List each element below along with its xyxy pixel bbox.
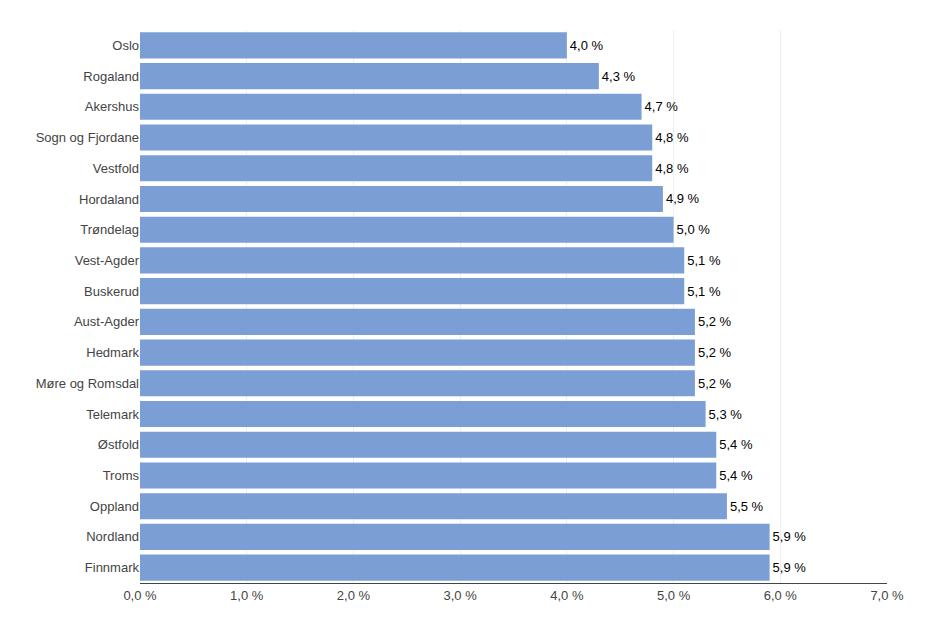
svg-text:5,2 %: 5,2 % [698,345,732,360]
svg-text:Nordland: Nordland [86,529,139,544]
svg-text:Vestfold: Vestfold [93,161,139,176]
svg-text:Hedmark: Hedmark [86,345,139,360]
svg-text:Vest-Agder: Vest-Agder [75,253,140,268]
svg-text:3,0 %: 3,0 % [444,588,478,603]
svg-text:5,4 %: 5,4 % [719,437,753,452]
svg-text:4,3 %: 4,3 % [602,69,636,84]
svg-text:Finnmark: Finnmark [85,560,140,575]
svg-text:4,8 %: 4,8 % [655,130,689,145]
svg-text:4,9 %: 4,9 % [666,191,700,206]
svg-text:4,0 %: 4,0 % [570,38,604,53]
svg-text:5,0 %: 5,0 % [657,588,691,603]
svg-text:5,2 %: 5,2 % [698,376,732,391]
svg-text:5,9 %: 5,9 % [773,529,807,544]
svg-text:4,7 %: 4,7 % [645,99,679,114]
svg-text:5,5 %: 5,5 % [730,499,764,514]
svg-text:Oppland: Oppland [90,499,139,514]
svg-text:7,0 %: 7,0 % [870,588,904,603]
svg-text:5,3 %: 5,3 % [709,407,743,422]
svg-text:Telemark: Telemark [86,407,139,422]
svg-text:Troms: Troms [103,468,140,483]
svg-text:Rogaland: Rogaland [83,69,139,84]
svg-text:2,0 %: 2,0 % [337,588,371,603]
svg-text:5,0 %: 5,0 % [677,222,711,237]
svg-text:4,0 %: 4,0 % [550,588,584,603]
svg-text:5,4 %: 5,4 % [719,468,753,483]
svg-text:5,9 %: 5,9 % [773,560,807,575]
svg-text:6,0 %: 6,0 % [764,588,798,603]
svg-text:5,1 %: 5,1 % [687,253,721,268]
svg-text:Østfold: Østfold [98,437,139,452]
svg-text:Trøndelag: Trøndelag [80,222,139,237]
svg-text:0,0 %: 0,0 % [123,588,157,603]
svg-text:Sogn og Fjordane: Sogn og Fjordane [36,130,139,145]
svg-text:Hordaland: Hordaland [79,192,139,207]
svg-text:Oslo: Oslo [112,38,139,53]
svg-text:5,1 %: 5,1 % [687,284,721,299]
svg-text:4,8 %: 4,8 % [655,161,689,176]
svg-text:Buskerud: Buskerud [84,284,139,299]
svg-text:Akershus: Akershus [85,99,140,114]
svg-text:1,0 %: 1,0 % [230,588,264,603]
svg-text:5,2 %: 5,2 % [698,314,732,329]
svg-text:Aust-Agder: Aust-Agder [74,314,140,329]
svg-text:Møre og Romsdal: Møre og Romsdal [36,376,139,391]
